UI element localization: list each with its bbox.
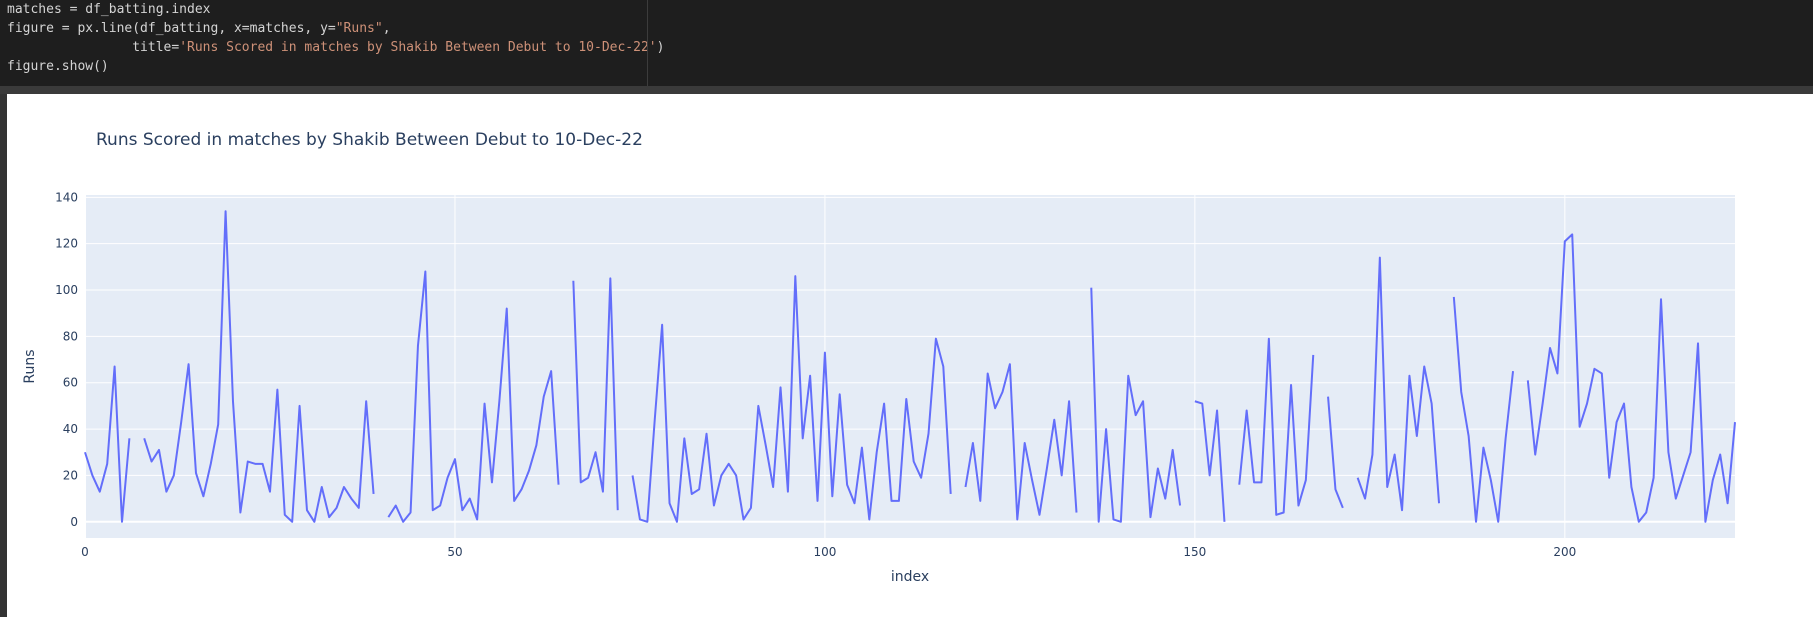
- y-tick-label-60: 60: [63, 376, 78, 390]
- y-tick-label-40: 40: [63, 422, 78, 436]
- code-line-2-end: ,: [382, 21, 391, 36]
- cell-separator: [0, 86, 1813, 94]
- code-line-3-start: title=: [7, 40, 180, 55]
- y-axis-label: Runs: [22, 349, 38, 383]
- output-gutter: [0, 94, 7, 617]
- line-chart[interactable]: 0 50 100 150 200 0 20 40 60 80 100 120 140 Runs Sco…: [7, 94, 1813, 617]
- code-line-2: figure = px.line(df_batting, x=matches, …: [7, 19, 391, 38]
- y-tick-label-0: 0: [70, 515, 78, 529]
- y-tick-label-120: 120: [55, 237, 78, 251]
- series-line[interactable]: [84, 210, 1736, 523]
- x-tick-label-150: 150: [1183, 545, 1206, 559]
- code-line-3-string: 'Runs Scored in matches by Shakib Betwee…: [179, 40, 657, 55]
- code-cell[interactable]: matches = df_batting.index figure = px.l…: [0, 0, 1813, 86]
- x-tick-label-100: 100: [813, 545, 836, 559]
- y-tick-label-80: 80: [63, 329, 78, 343]
- ruler-line: [647, 0, 648, 86]
- x-tick-label-0: 0: [81, 545, 89, 559]
- y-tick-label-20: 20: [63, 468, 78, 482]
- x-tick-label-200: 200: [1553, 545, 1576, 559]
- code-line-3: title='Runs Scored in matches by Shakib …: [7, 38, 664, 57]
- x-axis-label: index: [891, 569, 929, 585]
- code-line-2-start: figure = px.line(df_batting, x=matches, …: [7, 21, 336, 36]
- series-runs: [84, 210, 1736, 523]
- code-line-3-end: ): [656, 40, 665, 55]
- code-line-1: matches = df_batting.index: [7, 2, 211, 17]
- code-line-4: figure.show(): [7, 59, 109, 74]
- plot-area[interactable]: [85, 195, 1735, 538]
- x-tick-label-50: 50: [447, 545, 462, 559]
- output-area: 0 50 100 150 200 0 20 40 60 80 100 120 140 Runs Sco…: [7, 94, 1813, 617]
- y-tick-label-100: 100: [55, 283, 78, 297]
- chart-title: Runs Scored in matches by Shakib Between…: [96, 130, 643, 150]
- y-tick-label-140: 140: [55, 190, 78, 204]
- code-line-2-string: "Runs": [335, 21, 383, 36]
- gridlines: [84, 195, 1735, 538]
- x-axis-ticks: 0 50 100 150 200: [81, 545, 1576, 559]
- y-axis-ticks: 0 20 40 60 80 100 120 140: [55, 190, 78, 528]
